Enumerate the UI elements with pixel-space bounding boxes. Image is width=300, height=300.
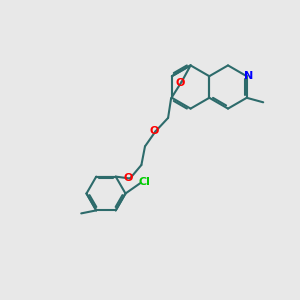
- Text: Cl: Cl: [138, 176, 150, 187]
- Text: O: O: [149, 125, 159, 136]
- Text: O: O: [124, 172, 133, 183]
- Text: N: N: [244, 71, 253, 81]
- Text: O: O: [176, 78, 185, 88]
